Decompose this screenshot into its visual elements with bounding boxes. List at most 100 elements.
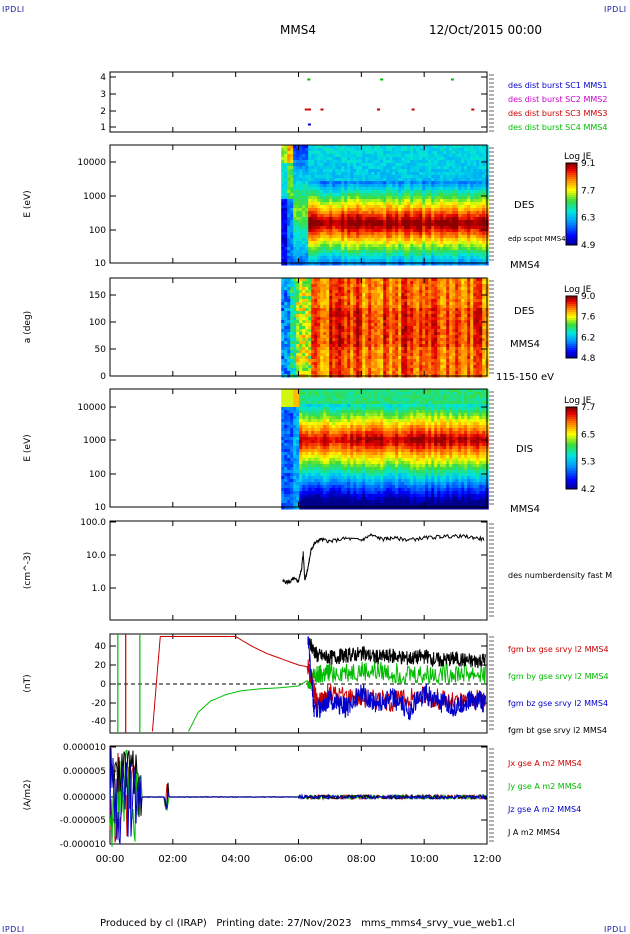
des_pitch-cell <box>392 323 396 327</box>
des_energy-cell <box>473 178 477 182</box>
des_energy-cell <box>329 148 333 152</box>
des_pitch-cell <box>449 341 453 345</box>
des_pitch-cell <box>401 278 405 282</box>
des_pitch-cell <box>449 365 453 369</box>
des_pitch-cell <box>296 290 300 294</box>
des_energy-cell <box>401 253 405 257</box>
des_pitch-cell <box>296 368 300 372</box>
des_pitch-cell <box>446 278 450 282</box>
des_pitch-cell <box>290 368 294 372</box>
des_energy-cell <box>428 235 432 239</box>
des_pitch-cell <box>461 311 465 315</box>
des_energy-cell <box>425 175 429 179</box>
des_energy-cell <box>344 145 348 149</box>
des_pitch-cell <box>461 314 465 318</box>
des_energy-cell <box>341 178 345 182</box>
des_energy-cell <box>362 151 366 155</box>
des_pitch-cell <box>341 281 345 285</box>
des_pitch-cell <box>455 290 459 294</box>
des_pitch-cell <box>395 320 399 324</box>
des_energy-cell <box>446 148 450 152</box>
des_energy-cell <box>299 250 303 254</box>
des_energy-cell <box>407 244 411 248</box>
des_pitch-cell <box>377 308 381 312</box>
des_energy-cell <box>401 223 405 227</box>
des_pitch-cell <box>455 317 459 321</box>
des_pitch-cell <box>287 332 291 336</box>
des_energy-cell <box>404 205 408 209</box>
des_pitch-cell <box>386 323 390 327</box>
des_energy-cell <box>437 196 441 200</box>
des_energy-cell <box>455 253 459 257</box>
des_energy-cell <box>356 163 360 167</box>
des_pitch-cell <box>431 293 435 297</box>
des_pitch-cell <box>437 317 441 321</box>
des_energy-cell <box>353 223 357 227</box>
des_energy-cell <box>305 262 309 266</box>
des_energy-cell <box>383 190 387 194</box>
des_energy-cell <box>476 163 480 167</box>
des_energy-cell <box>377 145 381 149</box>
des_energy-cell <box>356 199 360 203</box>
des_pitch-cell <box>380 350 384 354</box>
des_energy-cell <box>338 208 342 212</box>
des_energy-cell <box>350 256 354 260</box>
des_energy-cell <box>377 157 381 161</box>
des_pitch-cell <box>446 341 450 345</box>
des_pitch-cell <box>374 323 378 327</box>
des_energy-cell <box>428 148 432 152</box>
des_pitch-cell <box>365 320 369 324</box>
des_pitch-cell <box>290 311 294 315</box>
des_energy-cell <box>398 163 402 167</box>
des_energy-cell <box>284 160 288 164</box>
des_pitch-cell <box>461 350 465 354</box>
des_pitch-cell <box>305 293 309 297</box>
des_energy-cell <box>467 229 471 233</box>
des_pitch-cell <box>407 287 411 291</box>
des_energy-cell <box>302 208 306 212</box>
des_energy-cell <box>311 253 315 257</box>
des_pitch-cell <box>362 341 366 345</box>
des_energy-cell <box>311 259 315 263</box>
des_pitch-cell <box>356 347 360 351</box>
des_pitch-cell <box>329 368 333 372</box>
des_pitch-cell <box>410 314 414 318</box>
des_energy-cell <box>335 247 339 251</box>
des_pitch-cell <box>290 323 294 327</box>
des_energy-cell <box>446 226 450 230</box>
des_energy-cell <box>392 217 396 221</box>
des_pitch-cell <box>422 317 426 321</box>
des_energy-cell <box>476 211 480 215</box>
des_energy-cell <box>329 214 333 218</box>
des_pitch-cell <box>428 332 432 336</box>
des_pitch-cell <box>377 320 381 324</box>
des_energy-cell <box>335 253 339 257</box>
des_pitch-cell <box>446 296 450 300</box>
des_pitch-cell <box>449 323 453 327</box>
des_energy-cell <box>440 229 444 233</box>
des_pitch-cell <box>311 317 315 321</box>
des_energy-cell <box>374 247 378 251</box>
des_energy-cell <box>461 253 465 257</box>
des_energy-cell <box>404 187 408 191</box>
des_pitch-cell <box>425 290 429 294</box>
des_energy-cell <box>359 166 363 170</box>
des_energy-cell <box>344 220 348 224</box>
des_energy-cell <box>431 169 435 173</box>
des_energy-cell <box>362 208 366 212</box>
des_energy-cell <box>353 235 357 239</box>
des_energy-cell <box>407 166 411 170</box>
des_energy-cell <box>284 229 288 233</box>
des_energy-cell <box>335 196 339 200</box>
des_energy-cell <box>413 262 417 266</box>
des_pitch-cell <box>377 296 381 300</box>
des_energy-cell <box>296 205 300 209</box>
des_energy-cell <box>377 217 381 221</box>
des_pitch-cell <box>299 347 303 351</box>
des_energy-cell <box>389 217 393 221</box>
des_pitch-cell <box>362 302 366 306</box>
des_pitch-cell <box>392 299 396 303</box>
des_pitch-cell <box>422 296 426 300</box>
page-title: MMS4 <box>280 23 316 37</box>
des_energy-cell <box>320 151 324 155</box>
